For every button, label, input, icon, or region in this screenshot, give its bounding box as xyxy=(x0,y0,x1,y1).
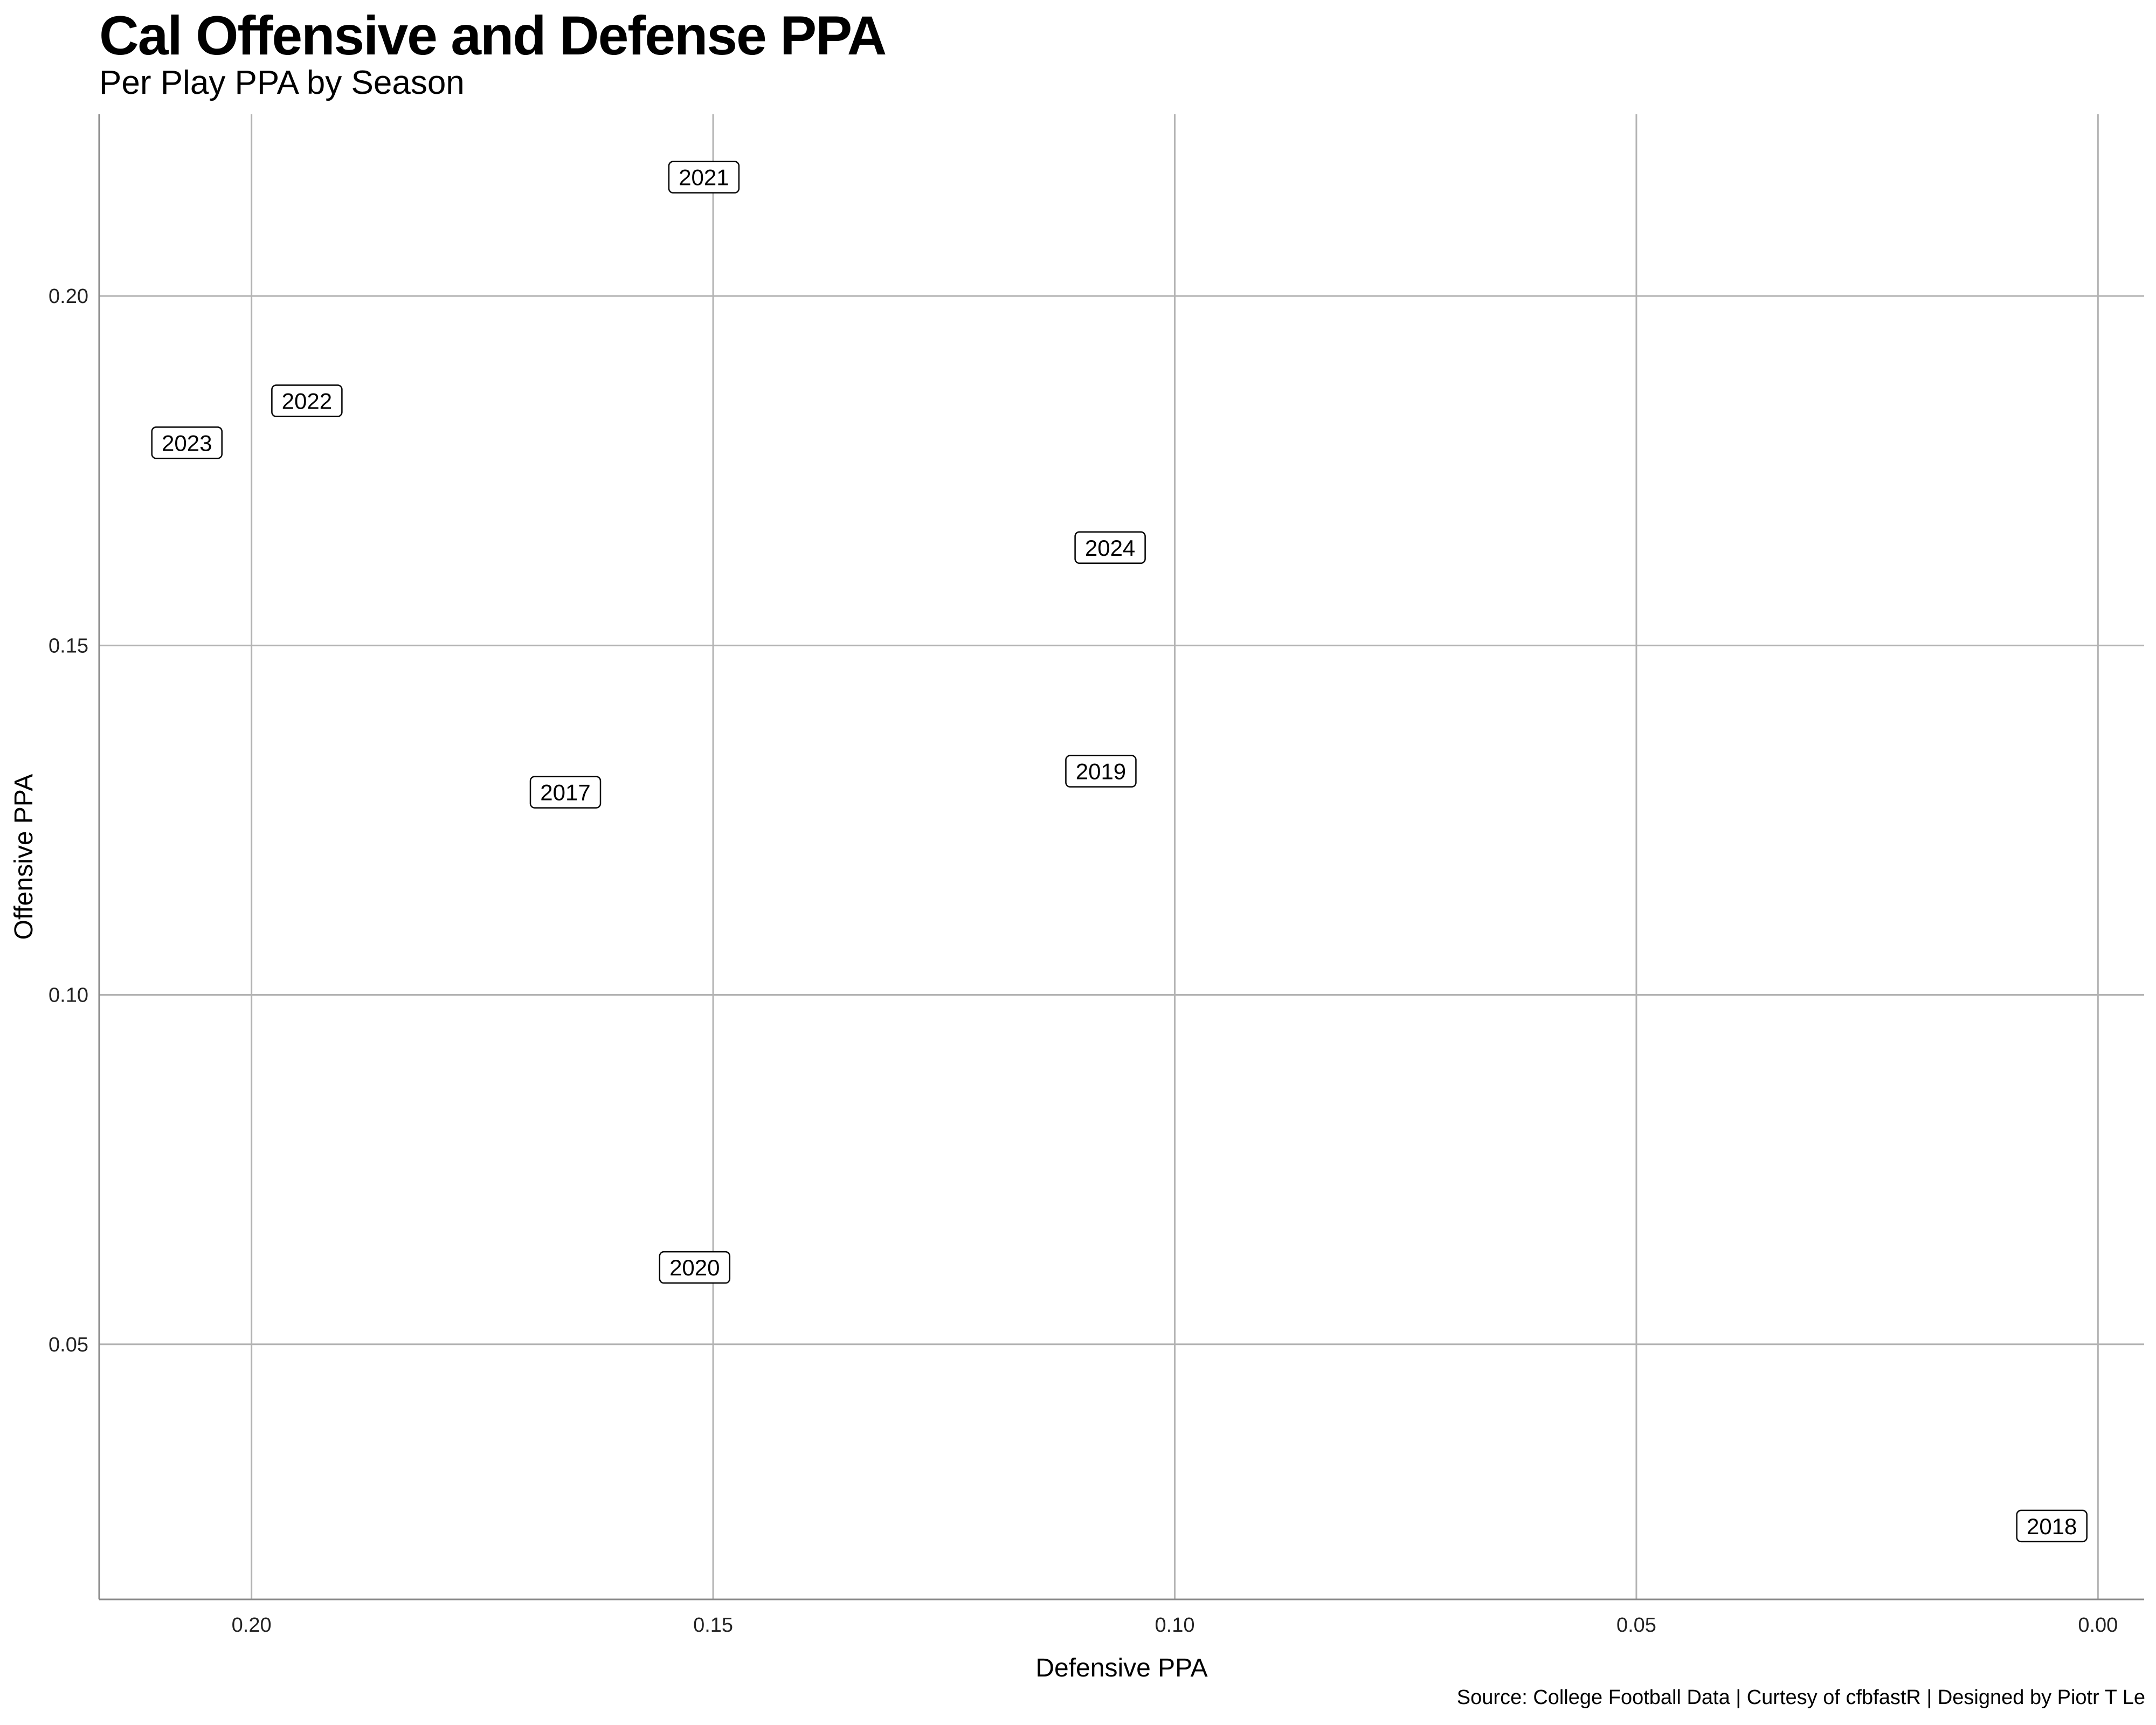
point-label-box xyxy=(659,1251,731,1284)
x-tick-label: 0.15 xyxy=(693,1614,733,1637)
point-label: 2019 xyxy=(1076,759,1126,784)
y-tick-label: 0.05 xyxy=(49,1334,88,1356)
point-label-box xyxy=(529,776,602,809)
x-tick-label: 0.20 xyxy=(232,1614,272,1637)
point-label: 2021 xyxy=(679,165,729,190)
chart-subtitle: Per Play PPA by Season xyxy=(99,64,465,101)
grid-lines xyxy=(99,114,2144,1599)
chart-title: Cal Offensive and Defense PPA xyxy=(99,5,887,66)
point-2024: 2024 xyxy=(1074,531,1146,564)
point-label: 2020 xyxy=(669,1255,720,1280)
y-axis-title: Offensive PPA xyxy=(10,774,38,940)
point-2020: 2020 xyxy=(659,1251,731,1284)
x-tick-label: 0.10 xyxy=(1155,1614,1195,1637)
point-2021: 2021 xyxy=(668,161,740,194)
point-2017: 2017 xyxy=(529,776,602,809)
point-label-box xyxy=(2016,1509,2088,1543)
y-tick-label: 0.15 xyxy=(49,634,88,657)
point-label-box xyxy=(151,426,223,459)
chart-caption: Source: College Football Data | Curtesy … xyxy=(1456,1686,2145,1709)
point-label: 2018 xyxy=(2027,1514,2077,1539)
data-points: 2017 2018 2019 2020 2021 2022 2023 2024 xyxy=(151,161,2088,1543)
point-label: 2017 xyxy=(540,780,590,805)
y-tick-label: 0.20 xyxy=(49,285,88,308)
point-2022: 2022 xyxy=(271,384,343,417)
point-label: 2024 xyxy=(1085,535,1135,561)
point-label-box xyxy=(1065,755,1137,788)
x-tick-label: 0.00 xyxy=(2078,1614,2118,1637)
point-2018: 2018 xyxy=(2016,1509,2088,1543)
x-tick-label: 0.05 xyxy=(1616,1614,1656,1637)
point-label-box xyxy=(271,384,343,417)
point-2023: 2023 xyxy=(151,426,223,459)
axes xyxy=(98,114,2144,1600)
y-tick-label: 0.10 xyxy=(49,984,88,1007)
point-label: 2023 xyxy=(162,430,212,456)
x-axis-title: Defensive PPA xyxy=(1035,1654,1207,1682)
point-label-box xyxy=(668,161,740,194)
tick-labels: 0.20 0.15 0.10 0.05 0.00 0.05 0.10 0.15 0.20 xyxy=(49,285,2118,1637)
point-2019: 2019 xyxy=(1065,755,1137,788)
point-label-box xyxy=(1074,531,1146,564)
point-label: 2022 xyxy=(282,389,332,414)
